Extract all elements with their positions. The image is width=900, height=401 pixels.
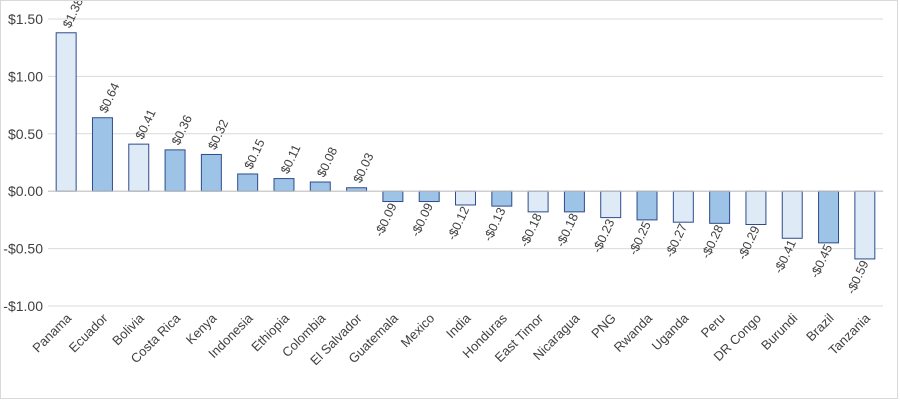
y-tick-label: $1.00	[8, 68, 43, 84]
bar	[273, 178, 295, 192]
category-label: Mexico	[398, 311, 438, 351]
category-label: PNG	[588, 311, 619, 342]
data-label: $0.03	[351, 151, 377, 185]
category-label: India	[443, 310, 474, 341]
data-label: -$0.18	[553, 211, 581, 249]
bar	[709, 190, 731, 224]
data-label: $0.36	[169, 113, 195, 147]
y-tick-label: $1.50	[8, 11, 43, 27]
data-label: $0.41	[133, 107, 159, 141]
data-label: $0.11	[278, 142, 304, 175]
y-tick-label: $0.00	[8, 183, 43, 199]
bar	[600, 190, 622, 219]
bar	[309, 181, 331, 192]
bar	[636, 190, 658, 221]
bar	[164, 149, 186, 192]
bar	[418, 190, 440, 203]
bar	[854, 190, 876, 260]
bar	[781, 190, 803, 239]
data-label: -$0.29	[735, 224, 763, 262]
bar	[55, 32, 77, 192]
data-label: -$0.13	[481, 205, 509, 243]
bar	[527, 190, 549, 213]
category-label: Peru	[698, 311, 728, 341]
bar	[491, 190, 513, 207]
data-label: -$0.59	[844, 258, 872, 296]
data-label: -$0.28	[699, 223, 727, 261]
data-labels: $1.38 $0.64 $0.41 $0.36 $0.32 $0.15 $0.11 $0.08…	[60, 1, 871, 296]
y-tick-label: -$0.50	[3, 241, 43, 257]
data-label: -$0.41	[771, 238, 799, 276]
category-label: Tanzania	[826, 310, 874, 358]
y-axis-tick-labels: $1.50 $1.00 $0.50 $0.00 -$0.50 -$1.00	[3, 11, 43, 314]
data-label: $0.08	[314, 145, 340, 179]
data-label: -$0.12	[445, 204, 473, 242]
data-label: -$0.25	[626, 219, 654, 257]
bar	[200, 153, 222, 192]
bar	[745, 190, 767, 225]
data-label: -$0.45	[808, 242, 836, 280]
data-label: $0.64	[96, 81, 122, 115]
category-label: Brazil	[803, 310, 837, 344]
data-label: -$0.23	[590, 217, 618, 255]
data-label: $0.15	[242, 137, 268, 171]
category-label: Burundi	[758, 310, 800, 352]
category-label: Rwanda	[611, 310, 656, 355]
data-label: -$0.09	[408, 201, 436, 239]
bar	[563, 190, 585, 213]
y-tick-label: -$1.00	[3, 298, 43, 314]
y-tick-label: $0.50	[8, 126, 43, 142]
data-label: $1.38	[60, 1, 86, 30]
bar	[128, 143, 150, 192]
data-label: -$0.09	[372, 201, 400, 239]
category-label: Uganda	[649, 310, 692, 353]
data-label: -$0.27	[662, 222, 690, 260]
bar	[455, 190, 476, 206]
bar	[237, 173, 259, 192]
category-label: Ecuador	[66, 310, 111, 355]
data-label: $0.32	[205, 117, 231, 151]
data-label: -$0.18	[517, 211, 545, 249]
bar	[91, 117, 113, 192]
bar	[672, 190, 694, 223]
bar	[818, 190, 840, 244]
category-label: Panama	[29, 310, 74, 355]
bar	[382, 190, 404, 203]
gridlines	[48, 18, 883, 307]
